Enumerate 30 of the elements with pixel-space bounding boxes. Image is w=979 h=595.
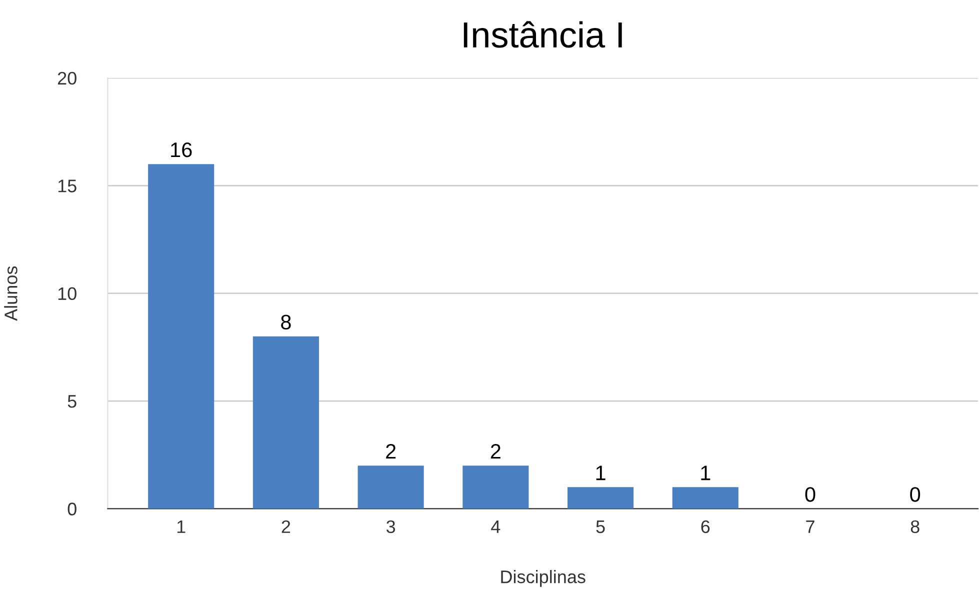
data-label: 16 [171, 142, 192, 158]
bar [567, 487, 634, 509]
y-axis-title: Alunos [4, 266, 18, 321]
bar [672, 487, 738, 509]
y-tick-label: 10 [58, 287, 76, 300]
data-label: 2 [386, 444, 396, 459]
data-label: 2 [490, 444, 500, 459]
data-label: 0 [910, 487, 920, 502]
x-tick-label: 8 [910, 520, 920, 534]
data-label: 1 [596, 466, 606, 480]
data-label: 1 [701, 466, 710, 480]
x-tick-label: 7 [806, 520, 814, 533]
x-tick-label: 5 [596, 520, 605, 534]
y-tick-label: 20 [58, 72, 76, 85]
x-axis-title: Disciplinas [501, 570, 586, 587]
data-label: 8 [281, 314, 291, 330]
x-tick-label: 1 [177, 520, 186, 533]
x-tick-label: 3 [386, 520, 396, 534]
bar [358, 466, 424, 509]
bar [148, 164, 214, 509]
y-tick-label: 0 [68, 502, 76, 516]
data-label: 0 [805, 487, 816, 502]
x-tick-label: 6 [701, 520, 710, 534]
bar [252, 336, 319, 509]
x-tick-label: 4 [491, 520, 500, 533]
y-tick-label: 5 [68, 395, 76, 408]
x-tick-label: 2 [282, 520, 290, 533]
bar [462, 466, 529, 509]
y-tick-label: 15 [58, 180, 76, 192]
chart-title: Instância I [464, 21, 622, 48]
